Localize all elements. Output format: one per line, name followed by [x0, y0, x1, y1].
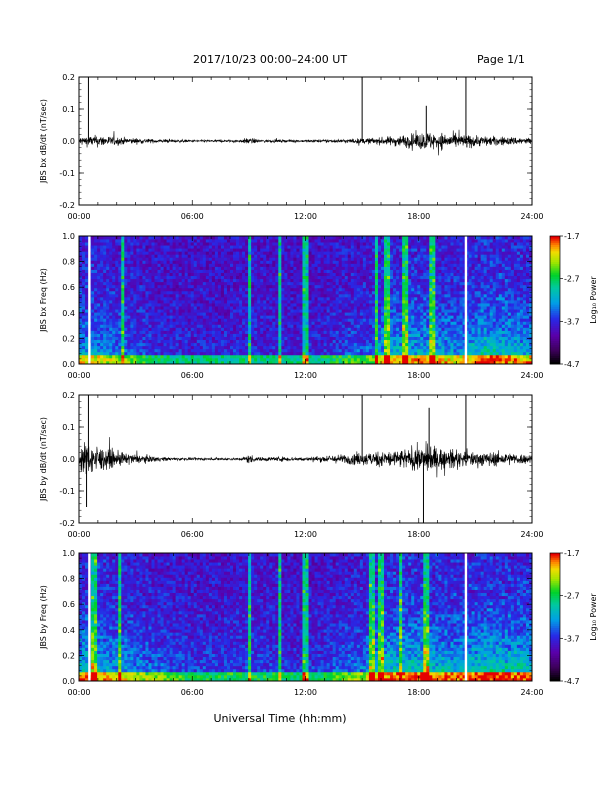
- x-tick-label: 00:00: [67, 371, 90, 380]
- x-axis-label-text: Universal Time (hh:mm): [213, 712, 347, 725]
- panel-1-waveform: [78, 77, 533, 156]
- y-tick-label: 0.0: [62, 677, 75, 686]
- panel-1-frame: [78, 76, 533, 206]
- panel-4-axes: 00:00 06:00 12:00 18:00 24:00 1.0 0.8 0.6 0.4 0.2…: [39, 549, 544, 697]
- panel-2-colorbar-label: Log₁₀ Power: [589, 276, 598, 324]
- panel-2-colorbar: -1.7 -2.7 -3.7 -4.7 Log₁₀ Power: [549, 232, 598, 369]
- colorbar-frame: [549, 235, 561, 365]
- panel-3-frame: [78, 394, 533, 524]
- panel-3-waveform: [78, 395, 533, 523]
- data-gap: [464, 553, 468, 681]
- x-tick-label: 18:00: [407, 371, 430, 380]
- data-gap: [464, 236, 468, 364]
- y-tick-label: 0.1: [62, 423, 75, 432]
- colorbar-frame: [549, 552, 561, 682]
- y-tick-label: 0.2: [62, 391, 75, 400]
- panel-4-colorbar-label: Log₁₀ Power: [589, 593, 598, 641]
- y-tick-label: 0.6: [62, 600, 75, 609]
- y-tick-label: 0.6: [62, 283, 75, 292]
- x-tick-label: 18:00: [407, 212, 430, 221]
- x-axis-label: Universal Time (hh:mm): [0, 712, 612, 725]
- panel-1-ylabel: JBS bx dB/dt (nT/sec): [39, 99, 48, 184]
- panel-4-ylabel: JBS by Freq (Hz): [39, 585, 48, 650]
- y-tick-label: 0.2: [62, 73, 75, 82]
- y-tick-label: 1.0: [62, 549, 75, 558]
- data-gap: [88, 553, 91, 681]
- x-tick-label: 24:00: [520, 371, 543, 380]
- panel-2-ylabel: JBS bx Freq (Hz): [39, 268, 48, 333]
- page-number: Page 1/1: [477, 53, 525, 66]
- panel-3-axes: 00:00 06:00 12:00 18:00 24:00 0.2 0.1 0.0 -0.1 -0…: [39, 391, 544, 539]
- y-tick-label: -0.2: [59, 201, 75, 210]
- colorbar-tick-label: -1.7: [564, 549, 580, 558]
- y-tick-label: 1.0: [62, 232, 75, 241]
- figure-title: 2017/10/23 00:00–24:00 UT: [193, 53, 348, 66]
- y-tick-label: 0.2: [62, 334, 75, 343]
- panel-4-frame: [78, 552, 533, 682]
- x-tick-label: 24:00: [520, 688, 543, 697]
- x-tick-label: 24:00: [520, 530, 543, 539]
- data-gap: [88, 236, 91, 364]
- x-tick-label: 12:00: [294, 371, 317, 380]
- x-tick-label: 18:00: [407, 688, 430, 697]
- panel-4-colorbar: -1.7 -2.7 -3.7 -4.7 Log₁₀ Power: [549, 549, 598, 686]
- panel-1-axes: 00:00 06:00 12:00 18:00 24:00 0.2 0.1 0.0 -0.1 -0…: [39, 73, 544, 221]
- colorbar-tick-label: -2.7: [564, 275, 580, 284]
- x-tick-label: 18:00: [407, 530, 430, 539]
- y-tick-label: 0.4: [62, 626, 75, 635]
- x-tick-label: 00:00: [67, 212, 90, 221]
- colorbar-tick-label: -1.7: [564, 232, 580, 241]
- x-tick-label: 00:00: [67, 688, 90, 697]
- colorbar-tick-label: -4.7: [564, 360, 580, 369]
- panel-2-spectrogram: [79, 236, 533, 365]
- panel-1-trace: [78, 129, 533, 156]
- panel-2-axes: 00:00 06:00 12:00 18:00 24:00 1.0 0.8 0.6 0.4 0.2…: [39, 232, 544, 380]
- y-tick-label: 0.8: [62, 575, 75, 584]
- x-tick-label: 06:00: [181, 530, 204, 539]
- y-tick-label: -0.2: [59, 519, 75, 528]
- panel-2-frame: [78, 235, 533, 365]
- colorbar-tick-label: -4.7: [564, 677, 580, 686]
- y-tick-label: 0.0: [62, 455, 75, 464]
- panel-3-ylabel: JBS by dB/dt (nT/sec): [39, 417, 48, 502]
- x-tick-label: 06:00: [181, 371, 204, 380]
- x-tick-label: 12:00: [294, 688, 317, 697]
- x-tick-label: 24:00: [520, 212, 543, 221]
- y-tick-label: -0.1: [59, 169, 75, 178]
- y-tick-label: 0.0: [62, 137, 75, 146]
- y-tick-label: 0.2: [62, 651, 75, 660]
- colorbar-tick-label: -3.7: [564, 317, 580, 326]
- y-tick-label: -0.1: [59, 487, 75, 496]
- x-tick-label: 06:00: [181, 688, 204, 697]
- panel-3-trace: [78, 437, 533, 478]
- x-tick-label: 12:00: [294, 530, 317, 539]
- colorbar-tick-label: -3.7: [564, 634, 580, 643]
- x-tick-label: 00:00: [67, 530, 90, 539]
- y-tick-label: 0.0: [62, 360, 75, 369]
- y-tick-label: 0.8: [62, 258, 75, 267]
- panel-4-spectrogram: [79, 553, 533, 682]
- x-tick-label: 12:00: [294, 212, 317, 221]
- y-tick-label: 0.4: [62, 309, 75, 318]
- x-tick-label: 06:00: [181, 212, 204, 221]
- colorbar-tick-label: -2.7: [564, 592, 580, 601]
- y-tick-label: 0.1: [62, 105, 75, 114]
